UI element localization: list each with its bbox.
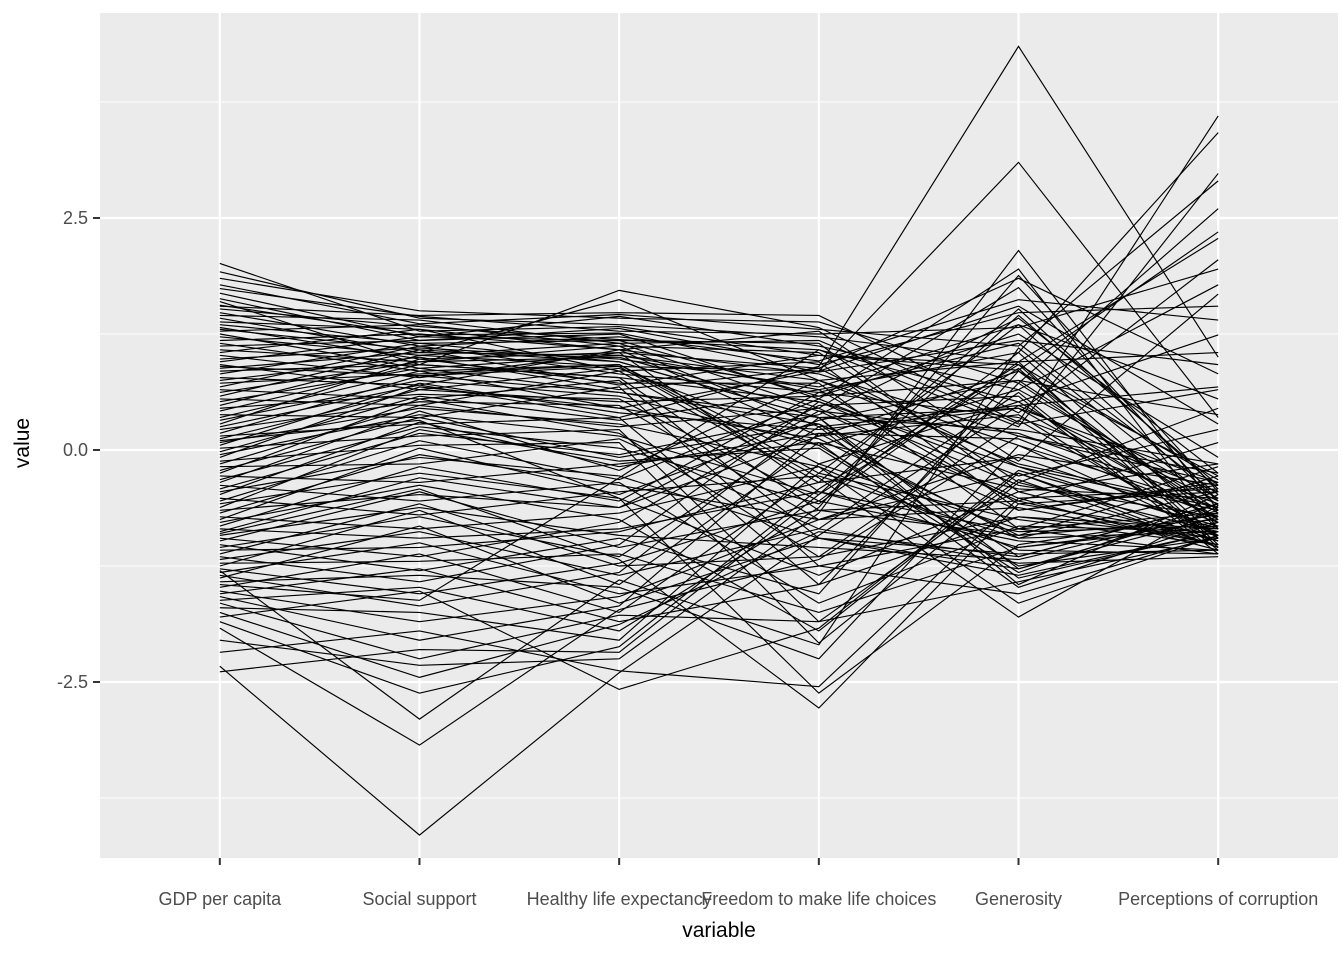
x-axis-title: variable — [682, 919, 756, 942]
country-line — [219, 401, 1219, 641]
x-tick-label: Healthy life expectancy — [527, 889, 712, 909]
x-tick-label: Perceptions of corruption — [1118, 889, 1318, 909]
country-line — [219, 426, 1219, 579]
country-line — [219, 432, 1219, 641]
x-tick-label: GDP per capita — [158, 889, 282, 909]
country-line — [219, 336, 1219, 493]
country-line — [219, 516, 1219, 604]
country-line — [219, 401, 1219, 583]
country-line — [219, 361, 1219, 546]
country-line — [219, 407, 1219, 555]
country-line — [219, 363, 1219, 694]
country-line — [219, 435, 1219, 746]
country-line — [219, 173, 1219, 601]
country-line — [219, 249, 1219, 666]
country-line — [219, 506, 1219, 623]
country-line — [219, 259, 1219, 414]
country-line — [219, 305, 1219, 425]
country-line — [219, 528, 1219, 595]
country-line — [219, 503, 1219, 567]
country-line — [219, 386, 1219, 836]
country-line — [219, 45, 1219, 428]
country-line — [219, 382, 1219, 623]
country-line — [219, 351, 1219, 509]
country-line — [219, 365, 1219, 618]
country-line — [219, 286, 1219, 502]
country-line — [219, 180, 1219, 347]
y-tick-label: -2.5 — [57, 672, 88, 692]
country-line — [219, 503, 1219, 678]
country-line — [219, 293, 1219, 462]
country-line — [219, 497, 1219, 688]
country-line — [219, 479, 1219, 660]
plot-panel — [100, 13, 1338, 858]
country-line — [219, 367, 1219, 548]
country-line — [219, 314, 1219, 673]
country-line — [219, 370, 1219, 523]
country-line — [219, 414, 1219, 539]
country-line — [219, 472, 1219, 576]
x-tick-label: Generosity — [975, 889, 1062, 909]
country-line — [219, 421, 1219, 518]
country-line — [219, 370, 1219, 595]
country-line — [219, 441, 1219, 588]
country-line — [219, 161, 1219, 419]
y-tick-label: 2.5 — [63, 208, 88, 228]
country-line — [219, 469, 1219, 691]
country-line — [219, 347, 1219, 720]
country-line — [219, 389, 1219, 505]
country-line — [219, 472, 1219, 632]
country-line — [219, 466, 1219, 604]
x-tick-label: Freedom to make life choices — [701, 889, 936, 909]
country-line — [219, 333, 1219, 474]
country-line — [219, 268, 1219, 335]
country-line — [219, 323, 1219, 614]
y-tick-label: 0.0 — [63, 440, 88, 460]
country-line — [219, 379, 1219, 509]
x-tick-label: Social support — [362, 889, 476, 909]
country-line — [219, 401, 1219, 542]
country-line — [219, 429, 1219, 623]
country-line — [219, 428, 1219, 574]
country-line — [219, 324, 1219, 484]
country-line — [219, 491, 1219, 549]
country-line — [219, 308, 1219, 403]
country-line — [219, 386, 1219, 536]
country-line — [219, 336, 1219, 499]
country-line — [219, 342, 1219, 527]
country-line — [219, 410, 1219, 558]
country-line — [219, 521, 1219, 614]
country-line — [219, 444, 1219, 660]
country-line — [219, 324, 1219, 400]
country-line — [219, 349, 1219, 477]
country-line — [219, 274, 1219, 632]
country-line — [219, 407, 1219, 607]
country-line — [219, 416, 1219, 511]
country-line — [219, 488, 1219, 709]
country-line — [219, 356, 1219, 530]
country-line — [219, 382, 1219, 521]
y-axis-title: value — [11, 417, 34, 469]
country-line — [219, 364, 1219, 546]
country-line — [219, 419, 1219, 694]
